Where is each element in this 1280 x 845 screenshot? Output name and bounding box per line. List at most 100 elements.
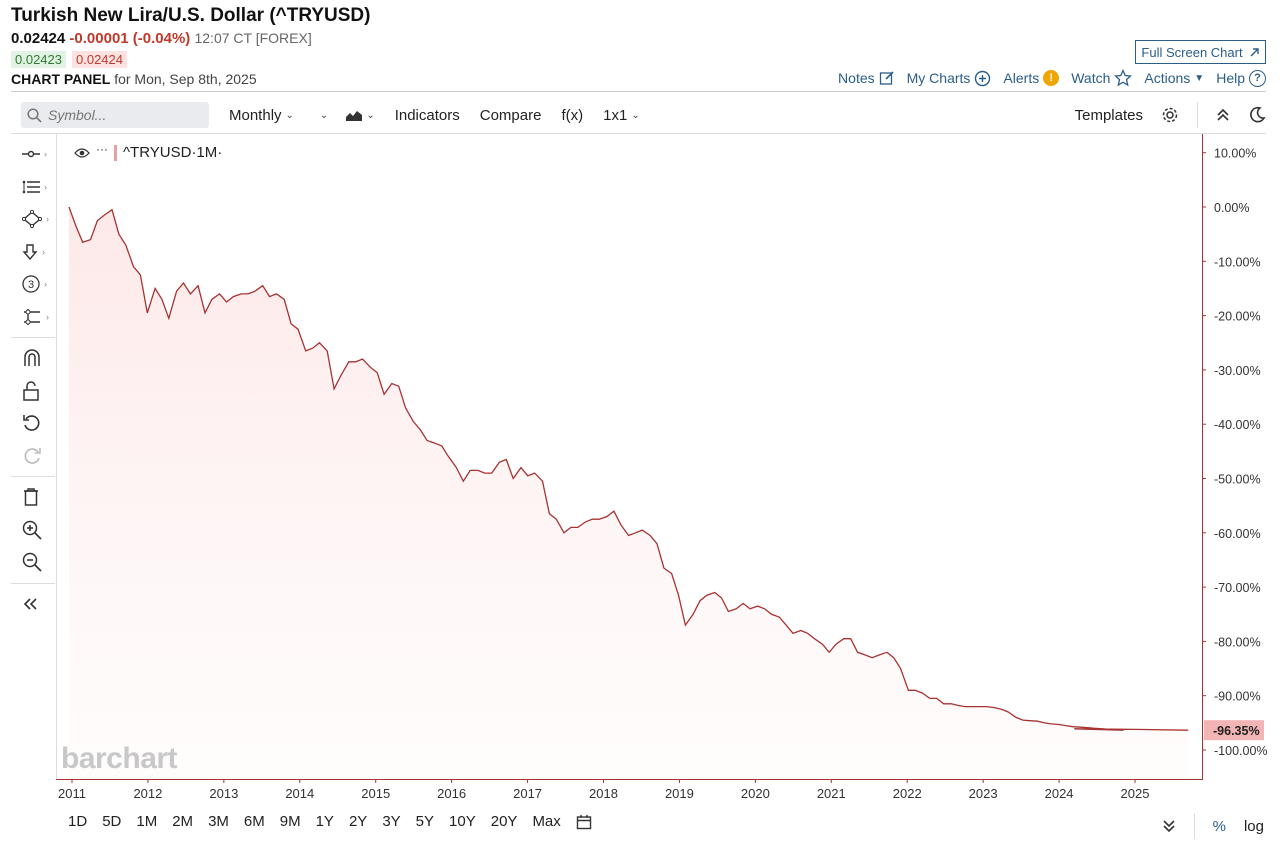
x-tick-label: 2013 [209,786,238,801]
eye-icon[interactable] [74,147,90,159]
x-tick-label: 2021 [817,786,846,801]
notes-link[interactable]: Notes [838,70,895,86]
x-tick-label: 2023 [969,786,998,801]
x-tick-label: 2016 [437,786,466,801]
crosshair-tool[interactable]: › [11,138,55,171]
y-tick-label: 0.00% [1214,201,1249,215]
interval-dropdown[interactable]: Monthly ⌄ [229,107,294,124]
svg-text:3: 3 [28,279,34,291]
range-max[interactable]: Max [532,813,561,830]
crosshair-icon [22,151,40,158]
help-link[interactable]: Help ? [1216,69,1266,87]
plus-circle-icon [975,70,991,86]
fx-button[interactable]: f(x) [561,106,584,124]
double-chevron-down-icon[interactable] [1162,819,1176,833]
barchart-watermark: barchart [61,742,178,775]
gear-icon[interactable] [1161,106,1179,124]
legend-more-icon[interactable]: ··· [96,141,108,156]
range-1m[interactable]: 1M [136,813,158,830]
star-icon [1114,69,1133,87]
arrow-tool[interactable]: › [11,236,55,269]
symbol-input[interactable] [48,107,198,123]
expand-arrow-icon: › [46,214,49,225]
range-1d[interactable]: 1D [68,813,88,830]
sidebar-separator [11,582,55,584]
range-6m[interactable]: 6M [243,813,265,830]
layout-dropdown[interactable]: 1x1 ⌄ [603,107,640,124]
collapse-up-icon[interactable] [1216,108,1230,122]
chart-legend: ··· ^TRYUSD ·1M· [74,141,223,161]
y-tick-label: -100.00% [1214,744,1268,758]
my-charts-link[interactable]: My Charts [907,70,992,87]
magnet-tool[interactable] [11,342,55,375]
range-3m[interactable]: 3M [208,813,229,830]
delete-tool[interactable] [11,481,55,514]
range-bar-right: % log [1162,813,1264,839]
my-charts-label: My Charts [906,70,971,86]
moon-icon[interactable] [1248,106,1266,124]
chart-toolbar: Monthly ⌄ ⌄ ⌄ Indicators Compare f(x) 1x… [11,100,1266,130]
chevron-down-icon: ⌄ [631,109,640,121]
chart-panel-label: CHART PANEL for Mon, Sep 8th, 2025 [11,71,257,87]
percent-scale-button[interactable]: % [1212,817,1226,835]
drawing-tools-sidebar: › › › › 3 › › [11,138,55,620]
x-tick-label: 2012 [133,786,162,801]
price-line [68,206,1189,731]
chart-style-dropdown[interactable]: ⌄ [346,109,375,121]
actions-menu[interactable]: Actions ▼ [1144,70,1204,86]
y-tick-label: -60.00% [1214,527,1261,541]
range-20y[interactable]: 20Y [490,813,518,830]
double-chevron-left-icon [23,598,37,610]
ask-price: 0.02424 [72,51,127,68]
expand-arrow-icon [1250,47,1259,56]
templates-button[interactable]: Templates [1074,106,1143,124]
calendar-icon[interactable] [576,814,592,830]
undo-tool[interactable] [11,407,55,440]
chart-type-dropdown[interactable]: ⌄ [320,110,328,121]
zoom-in-tool[interactable] [11,514,55,547]
range-1y[interactable]: 1Y [315,813,334,830]
range-2y[interactable]: 2Y [348,813,368,830]
measure-tool[interactable]: › [11,301,55,334]
lines-tool[interactable]: › [11,171,55,204]
quote-time: 12:07 CT [FOREX] [194,30,312,46]
panel-label: CHART PANEL [11,71,111,87]
indicators-button[interactable]: Indicators [394,106,460,124]
full-screen-label: Full Screen Chart [1141,44,1243,60]
zoom-out-tool[interactable] [11,546,55,579]
y-tick-label: -30.00% [1214,364,1261,378]
symbol-search[interactable] [21,102,209,128]
list-lines-icon [22,180,40,194]
panel-date: for Mon, Sep 8th, 2025 [114,71,257,87]
compare-button[interactable]: Compare [479,106,542,124]
range-9m[interactable]: 9M [279,813,301,830]
range-5d[interactable]: 5D [102,813,122,830]
x-tick-label: 2011 [58,786,86,801]
chevron-down-icon: ⌄ [319,109,329,121]
y-tick-label: -10.00% [1214,255,1261,269]
toolbar-separator [1197,102,1198,128]
range-2m[interactable]: 2M [172,813,194,830]
range-5y[interactable]: 5Y [415,813,435,830]
numbering-tool[interactable]: 3 › [11,268,55,301]
range-10y[interactable]: 10Y [449,813,476,830]
log-scale-button[interactable]: log [1243,817,1264,835]
bid-price: 0.02423 [11,51,66,68]
alerts-link[interactable]: Alerts ! [1003,70,1060,86]
quote-line: 0.02424 -0.00001 (-0.04%) 12:07 CT [FORE… [11,30,312,47]
shapes-tool[interactable]: › [11,203,55,236]
arrow-down-icon [22,244,38,260]
redo-tool[interactable] [11,440,55,473]
layout-label: 1x1 [603,106,628,124]
legend-period: ·1M· [191,144,223,161]
lock-tool[interactable] [11,375,55,408]
x-tick-label: 2020 [741,786,770,801]
last-price: 0.02424 [11,30,66,47]
collapse-sidebar-button[interactable] [11,588,55,621]
watch-link[interactable]: Watch [1071,69,1133,87]
x-tick-label: 2017 [513,786,542,801]
bid-ask: 0.02423 0.02424 [11,51,127,68]
full-screen-chart-button[interactable]: Full Screen Chart [1135,40,1266,64]
toolbar-right: Templates [1075,102,1266,128]
range-3y[interactable]: 3Y [382,813,401,830]
